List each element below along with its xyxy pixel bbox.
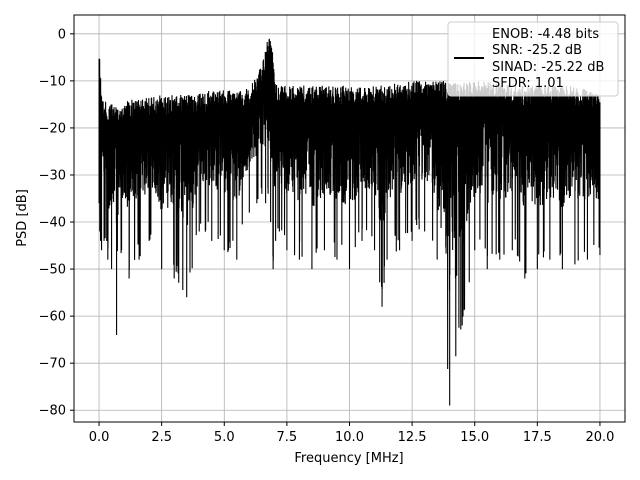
legend-sfdr: SFDR: 1.01 [492, 76, 564, 91]
legend-enob: ENOB: -4.48 bits [492, 27, 599, 42]
legend-snr: SNR: -25.2 dB [492, 43, 582, 58]
x-tick-label: 2.5 [151, 430, 172, 445]
y-tick-label: −30 [39, 168, 66, 183]
y-tick-label: −20 [39, 121, 66, 136]
legend: ENOB: -4.48 bits SNR: -25.2 dB SINAD: -2… [447, 21, 619, 97]
x-axis-label: Frequency [MHz] [294, 451, 403, 466]
legend-sinad: SINAD: -25.22 dB [492, 60, 604, 75]
x-tick-label: 5.0 [214, 430, 235, 445]
y-tick-label: −40 [39, 216, 66, 231]
x-tick-label: 20.0 [585, 430, 614, 445]
y-axis-ticks: 0 −10 −20 −30 −40 −50 −60 −70 −80 [39, 27, 74, 419]
y-tick-label: −60 [39, 310, 66, 325]
x-tick-label: 12.5 [398, 430, 427, 445]
y-tick-label: −80 [39, 404, 66, 419]
plot-series [98, 38, 601, 406]
x-tick-label: 7.5 [277, 430, 298, 445]
y-axis-label: PSD [dB] [15, 189, 30, 247]
y-tick-label: −70 [39, 357, 66, 372]
y-tick-label: −10 [39, 74, 66, 89]
legend-box [447, 21, 619, 97]
psd-series-line [98, 38, 601, 406]
x-tick-label: 10.0 [335, 430, 364, 445]
y-tick-label: 0 [58, 27, 66, 42]
x-tick-label: 17.5 [523, 430, 552, 445]
x-tick-label: 0.0 [89, 430, 110, 445]
x-axis-ticks: 0.0 2.5 5.0 7.5 10.0 12.5 15.0 17.5 20.0 [89, 422, 614, 445]
y-tick-label: −50 [39, 263, 66, 278]
x-tick-label: 15.0 [460, 430, 489, 445]
